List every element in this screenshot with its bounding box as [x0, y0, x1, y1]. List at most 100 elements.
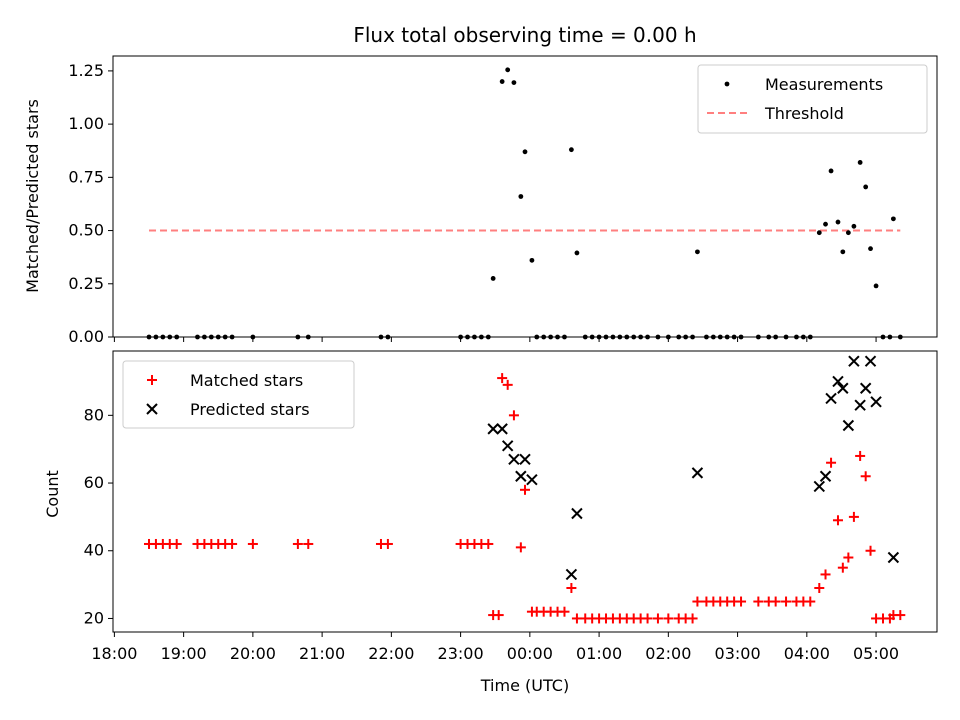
measurement-point: [522, 149, 528, 155]
matched-star-point: [837, 562, 848, 573]
measurement-point: [490, 276, 496, 281]
x-tick-label: 18:00: [91, 644, 137, 663]
measurement-point: [851, 223, 857, 229]
x-tick-label: 20:00: [230, 644, 276, 663]
matched-star-point: [303, 538, 314, 549]
x-tick-label: 01:00: [576, 644, 622, 663]
predicted-star-point: [870, 396, 882, 408]
bottom-legend: Matched stars Predicted stars: [122, 360, 355, 429]
predicted-star-point: [859, 382, 872, 394]
legend-measurements-marker: [724, 81, 730, 87]
predicted-star-point: [515, 470, 527, 482]
predicted-star-point: [508, 453, 520, 466]
bottom-y-tick-label: 60: [84, 473, 104, 492]
predicted-star-point: [842, 419, 855, 432]
predicted-star-point: [501, 440, 514, 452]
legend-matched-label: Matched stars: [190, 371, 303, 390]
top-y-ticks: 0.00 0.25 0.50 0.75 1.00 1.25: [68, 61, 113, 346]
matched-star-point: [227, 538, 238, 549]
matched-star-point: [520, 484, 530, 495]
top-y-axis-label: Matched/Predicted stars: [23, 99, 42, 293]
matched-star-point: [247, 538, 258, 549]
matched-star-point: [865, 545, 876, 556]
bottom-y-tick-label: 80: [84, 405, 104, 424]
matched-star-point: [832, 515, 843, 526]
measurement-point: [505, 67, 511, 73]
x-tick-label: 21:00: [299, 644, 345, 663]
top-y-tick-label: 1.25: [68, 61, 104, 80]
measurement-point: [845, 230, 851, 236]
top-y-tick-label: 0.75: [68, 167, 104, 186]
matched-star-point: [483, 538, 494, 549]
matched-star-point: [382, 538, 393, 549]
measurement-point: [835, 219, 841, 225]
matched-star-point: [559, 606, 570, 617]
matched-star-point: [663, 613, 674, 624]
matched-star-point: [515, 542, 526, 553]
predicted-star-point: [496, 423, 508, 435]
legend-matched-marker: [147, 375, 157, 385]
predicted-star-point: [837, 382, 849, 394]
predicted-star-point: [519, 453, 531, 466]
x-tick-label: 05:00: [853, 644, 899, 663]
predicted-star-point: [487, 423, 499, 435]
predicted-star-point: [813, 480, 825, 493]
predicted-star-point: [571, 507, 583, 520]
matched-stars-points: [144, 373, 906, 624]
bottom-x-ticks: 18:00 19:00 20:00 21:00 22:00 23:00 00:00 01:00…: [91, 632, 899, 663]
matched-star-point: [805, 596, 816, 607]
legend-predicted-label: Predicted stars: [190, 400, 310, 419]
x-tick-label: 22:00: [368, 644, 414, 663]
matched-star-point: [843, 552, 854, 563]
measurement-point: [873, 283, 879, 289]
measurement-point: [816, 230, 822, 236]
measurement-point: [840, 249, 846, 255]
matched-star-point: [502, 379, 513, 390]
top-y-tick-label: 0.50: [68, 221, 104, 240]
matched-star-point: [508, 410, 519, 421]
bottom-plot-frame: [112, 350, 938, 633]
predicted-star-point: [848, 355, 860, 367]
matched-star-point: [826, 457, 837, 468]
top-y-tick-label: 0.00: [68, 327, 104, 346]
measurement-point: [518, 194, 524, 199]
matched-star-point: [814, 582, 825, 593]
matched-star-point: [642, 613, 653, 624]
top-legend: Measurements Threshold: [697, 64, 928, 134]
matched-star-point: [770, 596, 781, 607]
matched-star-point: [652, 613, 663, 624]
chart-title: Flux total observing time = 0.00 h: [353, 23, 696, 47]
matched-star-point: [781, 596, 792, 607]
predicted-star-point: [691, 467, 704, 479]
predicted-star-point: [825, 392, 837, 405]
matched-star-point: [493, 610, 504, 621]
x-tick-label: 00:00: [507, 644, 553, 663]
measurement-point: [568, 147, 574, 153]
measurement-point: [863, 184, 869, 190]
matched-star-point: [895, 610, 906, 621]
top-panel: Flux total observing time = 0.00 h Match…: [23, 23, 938, 346]
measurement-point: [890, 216, 896, 222]
x-tick-label: 03:00: [715, 644, 761, 663]
top-legend-box: [697, 64, 928, 134]
matched-star-point: [171, 538, 182, 549]
measurement-point: [823, 221, 828, 227]
bottom-y-ticks: 20 40 60 80: [84, 405, 113, 627]
x-axis-label: Time (UTC): [480, 676, 569, 695]
measurement-point: [499, 79, 505, 84]
x-tick-label: 23:00: [438, 644, 484, 663]
bottom-legend-box: [122, 360, 355, 429]
predicted-star-point: [832, 375, 844, 388]
matched-star-point: [566, 582, 577, 593]
matched-star-point: [292, 538, 303, 549]
x-tick-label: 02:00: [645, 644, 691, 663]
top-y-tick-label: 0.25: [68, 274, 104, 293]
measurement-point: [857, 160, 863, 165]
measurement-point: [828, 168, 834, 174]
matched-star-point: [860, 471, 871, 482]
legend-predicted-marker: [146, 403, 158, 415]
predicted-star-point: [565, 568, 578, 581]
predicted-star-point: [864, 355, 877, 367]
legend-measurements-label: Measurements: [765, 75, 883, 94]
